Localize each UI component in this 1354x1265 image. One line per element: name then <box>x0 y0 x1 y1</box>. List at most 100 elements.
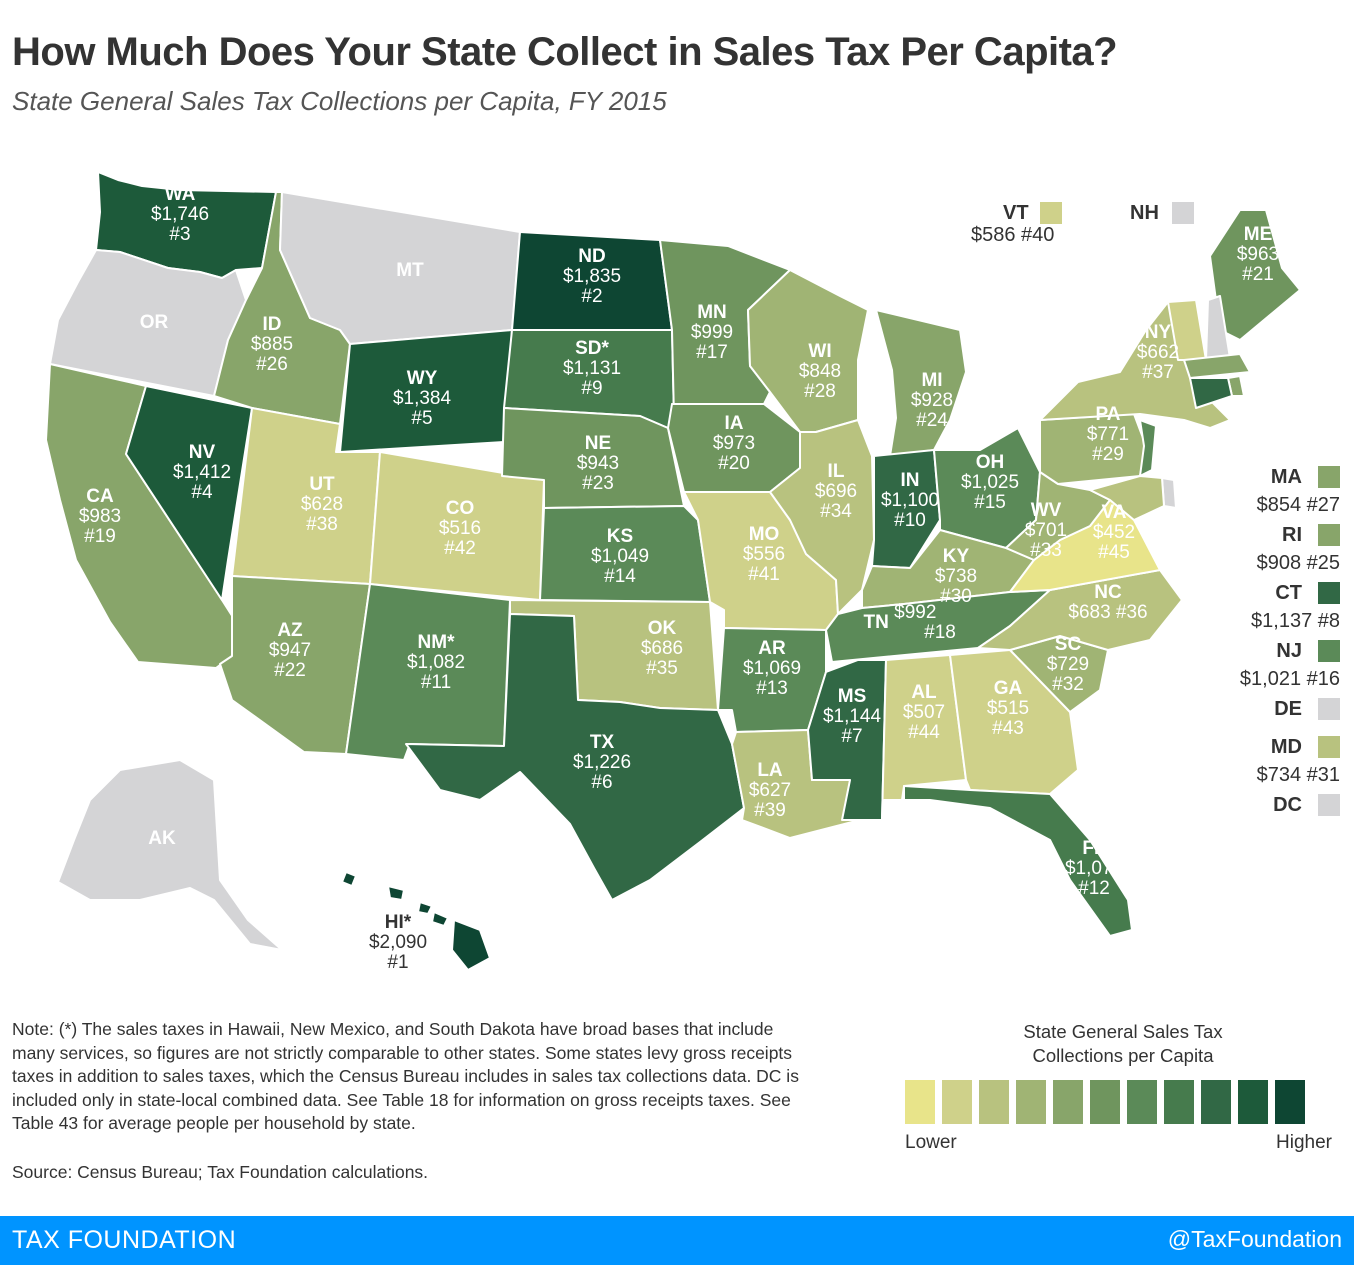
legend-swatch <box>1318 640 1340 662</box>
state-label-ar: AR $1,069 #13 <box>743 638 801 699</box>
scale-swatch <box>1275 1080 1305 1124</box>
state-ak <box>57 759 283 951</box>
state-label-wa: WA $1,746 #3 <box>151 184 209 245</box>
legend-item-ma: MA $854 #27 <box>1170 466 1340 520</box>
state-label-ia: IA $973 #20 <box>713 413 755 474</box>
state-label-co: CO $516 #42 <box>439 498 481 559</box>
legend-abbr: NJ <box>1276 640 1302 662</box>
state-label-al: AL $507 #44 <box>903 682 945 743</box>
legend-swatch <box>1040 202 1062 224</box>
legend-swatch <box>1172 202 1194 224</box>
state-label-ky: KY $738 #30 <box>935 546 977 607</box>
legend-abbr: DE <box>1274 698 1302 720</box>
page-title: How Much Does Your State Collect in Sale… <box>12 30 1118 74</box>
legend-value: $1,021 #16 <box>1239 668 1340 690</box>
legend-item-nh: NH <box>1130 200 1200 230</box>
state-ms <box>807 659 887 821</box>
state-hi <box>451 919 491 971</box>
legend-swatch <box>1318 794 1340 816</box>
legend-swatch <box>1318 698 1340 720</box>
state-label-sc: SC $729 #32 <box>1047 634 1089 695</box>
legend-abbr: MA <box>1270 466 1302 488</box>
state-label-mt: MT <box>396 260 424 281</box>
state-hi-4 <box>431 911 449 927</box>
state-il <box>769 419 875 615</box>
scale-higher-label: Higher <box>1276 1132 1332 1153</box>
legend-abbr: MD <box>1270 736 1302 758</box>
state-label-ak: AK <box>148 828 176 849</box>
state-md <box>1089 475 1165 521</box>
state-label-oh: OH $1,025 #15 <box>961 452 1019 513</box>
state-label-or: OR <box>140 312 169 333</box>
state-ct <box>1189 377 1233 409</box>
state-label-tn: TN $992 #18 <box>864 602 956 643</box>
state-label-mn: MN $999 #17 <box>691 302 733 363</box>
state-label-la: LA $627 #39 <box>749 760 791 821</box>
scale-swatch <box>1127 1080 1157 1124</box>
state-hi-2 <box>387 885 405 901</box>
state-label-il: IL $696 #34 <box>815 461 857 522</box>
legend-abbr: RI <box>1282 524 1302 546</box>
legend-item-md: MD $734 #31 <box>1170 736 1340 790</box>
scale-lower-label: Lower <box>905 1132 957 1153</box>
state-nv <box>125 385 253 601</box>
state-label-az: AZ $947 #22 <box>269 620 311 681</box>
legend-item-ct: CT $1,137 #8 <box>1170 582 1340 636</box>
state-label-mi: MI $928 #24 <box>911 370 953 431</box>
state-label-mo: MO $556 #41 <box>743 524 785 585</box>
scale-swatch <box>1164 1080 1194 1124</box>
legend-item-dc: DC <box>1170 794 1340 820</box>
state-nj <box>1139 419 1157 477</box>
legend-item-de: DE <box>1170 698 1340 724</box>
legend-swatch <box>1318 524 1340 546</box>
legend-value: $908 #25 <box>1256 552 1340 574</box>
legend-swatch <box>1318 736 1340 758</box>
legend-swatch <box>1318 466 1340 488</box>
footer-bar: TAX FOUNDATION @TaxFoundation <box>0 1216 1354 1265</box>
state-label-nc: NC $683 #36 <box>1068 582 1147 623</box>
scale-swatch <box>1090 1080 1120 1124</box>
state-label-hi: HI* $2,090 #1 <box>369 912 427 973</box>
state-label-ok: OK $686 #35 <box>641 618 683 679</box>
scale-swatch <box>1201 1080 1231 1124</box>
footer-brand: TAX FOUNDATION <box>12 1226 237 1254</box>
state-label-ut: UT $628 #38 <box>301 474 343 535</box>
scale-swatch <box>1238 1080 1268 1124</box>
state-label-wv: WV $701 #33 <box>1025 500 1067 561</box>
state-label-tx: TX $1,226 #6 <box>573 732 631 793</box>
footer-handle: @TaxFoundation <box>1167 1226 1342 1252</box>
legend-abbr: DC <box>1273 794 1302 816</box>
state-fl <box>903 785 1133 937</box>
state-label-id: ID $885 #26 <box>251 314 293 375</box>
state-hi-3 <box>417 901 433 915</box>
state-label-pa: PA $771 #29 <box>1087 404 1129 465</box>
legend-value: $586 #40 <box>971 224 1055 246</box>
scale-swatch <box>1016 1080 1046 1124</box>
legend-abbr: VT <box>1003 202 1029 224</box>
legend-swatch <box>1318 582 1340 604</box>
scale-swatch <box>979 1080 1009 1124</box>
legend-abbr: CT <box>1275 582 1302 604</box>
state-label-wy: WY $1,384 #5 <box>393 368 452 429</box>
legend-item-ri: RI $908 #25 <box>1170 524 1340 578</box>
state-hi-1 <box>341 871 357 887</box>
state-ma <box>1183 353 1251 379</box>
legend-abbr: NH <box>1130 202 1159 224</box>
legend-value: $734 #31 <box>1256 764 1340 786</box>
state-label-ms: MS $1,144 #7 <box>823 686 882 747</box>
state-label-nd: ND $1,835 #2 <box>563 246 621 307</box>
state-label-ny: NY $662 #37 <box>1137 322 1179 383</box>
state-label-nv: NV $1,412 #4 <box>173 442 231 503</box>
scale-swatch <box>1053 1080 1083 1124</box>
state-label-sd: SD* $1,131 #9 <box>563 338 621 399</box>
legend-item-vt: VT $586 #40 <box>971 200 1105 252</box>
state-label-ca: CA $983 #19 <box>79 486 121 547</box>
state-label-in: IN $1,100 #10 <box>881 470 939 531</box>
state-label-nm: NM* $1,082 #11 <box>407 632 465 693</box>
state-tx <box>405 613 745 901</box>
state-label-ne: NE $943 #23 <box>577 433 619 494</box>
state-label-va: VA $452 #45 <box>1093 502 1135 563</box>
legend-value: $1,137 #8 <box>1251 610 1340 632</box>
legend-item-nj: NJ $1,021 #16 <box>1170 640 1340 694</box>
state-label-ga: GA $515 #43 <box>987 678 1029 739</box>
